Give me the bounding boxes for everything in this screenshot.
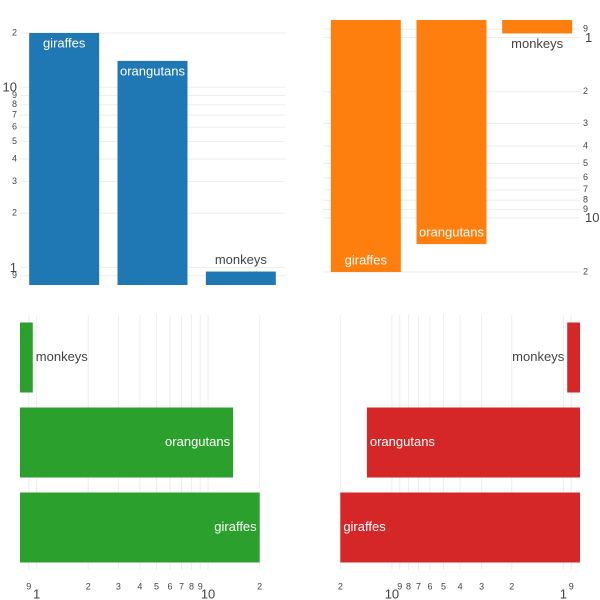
y-tick-label: 2: [12, 27, 17, 37]
y-tick-label: 9: [12, 270, 17, 280]
bar: [502, 20, 573, 34]
x-tick-label: 6: [168, 581, 173, 591]
x-tick-label: 8: [189, 581, 194, 591]
bar: [416, 20, 487, 245]
bar-label: monkeys: [215, 252, 268, 267]
bar-label: orangutans: [419, 225, 485, 240]
x-tick-label: 6: [427, 581, 432, 591]
x-tick-label: 9: [569, 581, 574, 591]
x-tick-label: 5: [154, 581, 159, 591]
y-tick-label: 2: [583, 86, 588, 96]
bar-label: giraffes: [214, 519, 257, 534]
bar: [567, 322, 580, 393]
x-tick-label: 4: [458, 581, 463, 591]
bar: [20, 407, 234, 478]
x-tick-label: 10: [385, 586, 399, 600]
bar: [29, 32, 100, 286]
y-tick-label: 3: [583, 118, 588, 128]
y-tick-label: 6: [12, 122, 17, 132]
y-tick-label: 10: [585, 210, 599, 225]
bar-label: orangutans: [120, 63, 186, 78]
bar: [20, 492, 260, 563]
y-tick-label: 4: [12, 153, 17, 163]
x-tick-label: 1: [33, 586, 40, 600]
x-tick-label: 5: [441, 581, 446, 591]
x-tick-label: 10: [201, 586, 215, 600]
bar-label: monkeys: [512, 349, 565, 364]
x-tick-label: 7: [179, 581, 184, 591]
y-tick-label: 9: [583, 204, 588, 214]
bar: [366, 407, 580, 478]
x-tick-label: 9: [198, 581, 203, 591]
bar: [205, 271, 276, 285]
y-tick-label: 1: [10, 260, 17, 275]
y-tick-label: 5: [12, 136, 17, 146]
y-tick-label: 7: [12, 110, 17, 120]
y-tick-label: 1: [585, 30, 592, 45]
y-tick-label: 4: [583, 140, 588, 150]
bar: [117, 60, 188, 286]
bar: [20, 322, 33, 393]
y-tick-label: 9: [12, 90, 17, 100]
bar-label: orangutans: [165, 434, 231, 449]
bar-label: giraffes: [345, 252, 388, 267]
x-tick-label: 9: [397, 581, 402, 591]
x-tick-label: 4: [137, 581, 142, 591]
x-tick-label: 7: [416, 581, 421, 591]
bar-label: monkeys: [511, 36, 564, 51]
y-tick-label: 5: [583, 158, 588, 168]
bar-label: monkeys: [36, 349, 89, 364]
x-tick-label: 2: [86, 581, 91, 591]
y-tick-label: 6: [583, 172, 588, 182]
x-tick-label: 2: [257, 581, 262, 591]
x-tick-label: 2: [338, 581, 343, 591]
x-tick-label: 2: [509, 581, 514, 591]
x-tick-label: 3: [116, 581, 121, 591]
x-tick-label: 9: [26, 581, 31, 591]
x-tick-label: 1: [560, 586, 567, 600]
bar-label: giraffes: [43, 35, 86, 50]
y-tick-label: 9: [583, 24, 588, 34]
bar: [330, 20, 401, 273]
y-tick-label: 2: [583, 266, 588, 276]
bar-label: giraffes: [343, 519, 386, 534]
y-tick-label: 10: [3, 80, 17, 95]
bar-label: orangutans: [370, 434, 436, 449]
bar: [340, 492, 580, 563]
y-tick-label: 7: [583, 184, 588, 194]
y-tick-label: 3: [12, 176, 17, 186]
y-tick-label: 8: [583, 195, 588, 205]
y-tick-label: 2: [12, 208, 17, 218]
y-tick-label: 8: [12, 99, 17, 109]
x-tick-label: 3: [479, 581, 484, 591]
x-tick-label: 8: [406, 581, 411, 591]
